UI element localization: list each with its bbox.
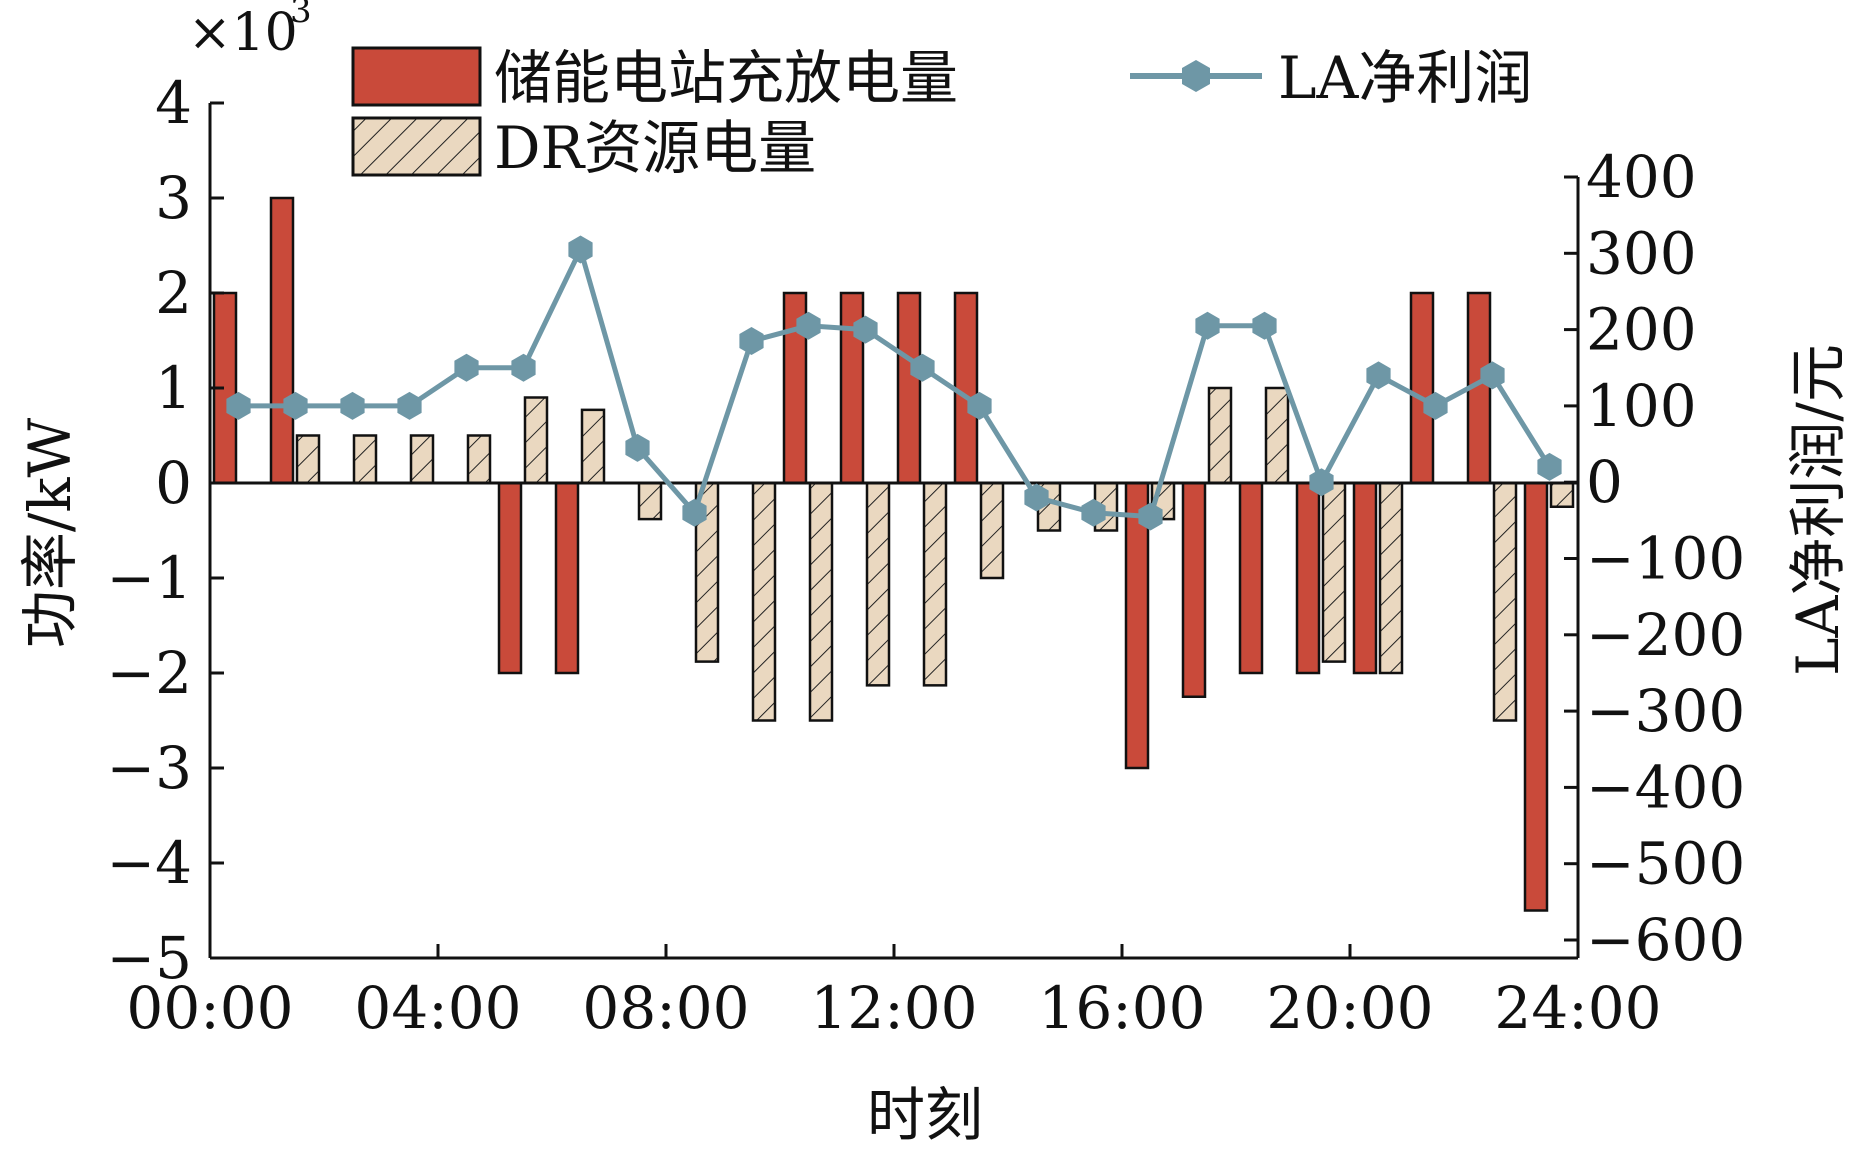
profit-point <box>1480 361 1505 390</box>
y-left-tick-label: −1 <box>107 544 193 612</box>
y-right-tick-label: −300 <box>1586 677 1745 745</box>
storage-bar <box>1238 481 1264 675</box>
legend: 储能电站充放电量 LA净利润 DR资源电量 <box>351 44 1532 182</box>
profit-point <box>1024 483 1049 512</box>
y-right-tick-label: −400 <box>1586 753 1745 821</box>
storage-bar <box>1181 481 1207 698</box>
dr-bar <box>922 481 948 687</box>
y-left-tick-label: −4 <box>107 829 193 897</box>
profit-point <box>1252 311 1277 340</box>
storage-bar <box>896 291 922 485</box>
dr-bar <box>523 396 549 485</box>
dr-bar <box>580 408 606 485</box>
dr-bar <box>295 434 321 485</box>
profit-point <box>1195 311 1220 340</box>
profit-point <box>397 391 422 420</box>
axes-layer: 4 3 2 1 0 −1 −2 −3 −4 −5 400 300 200 100 0 −100 −200 −300… <box>107 69 1746 1042</box>
profit-point <box>967 391 992 420</box>
profit-point <box>1309 468 1334 497</box>
y-left-tick-label: −3 <box>107 734 193 802</box>
dr-bar <box>352 434 378 485</box>
profit-point <box>1423 391 1448 420</box>
x-axis-title: 时刻 <box>867 1081 983 1149</box>
profit-point <box>910 353 935 382</box>
y-axis-right-title: LA净利润/元 <box>1784 344 1850 676</box>
bars-layer <box>212 196 1575 912</box>
y-right-tick-label: 100 <box>1586 372 1697 440</box>
profit-point <box>682 498 707 527</box>
legend-swatch-dr <box>351 116 482 177</box>
x-tick-label: 00:00 <box>126 974 293 1042</box>
y-left-tick-label: 0 <box>155 449 192 517</box>
y-axis-left-title: 功率/kW <box>16 417 84 648</box>
profit-point <box>853 315 878 344</box>
profit-point <box>283 391 308 420</box>
x-tick-label: 04:00 <box>354 974 521 1042</box>
profit-point <box>1081 498 1106 527</box>
profit-point <box>226 391 251 420</box>
profit-point <box>796 311 821 340</box>
profit-point <box>625 433 650 462</box>
legend-swatch-storage <box>351 46 482 107</box>
x-tick-label: 12:00 <box>810 974 977 1042</box>
storage-bar <box>1352 481 1378 675</box>
x-tick-label: 16:00 <box>1038 974 1205 1042</box>
y-left-tick-label: 4 <box>155 69 192 137</box>
dr-bar <box>466 434 492 485</box>
legend-label-profit: LA净利润 <box>1278 44 1532 112</box>
legend-marker-profit <box>1182 60 1210 92</box>
profit-point <box>1366 361 1391 390</box>
dr-bar <box>1264 386 1290 485</box>
dr-bar <box>979 481 1005 580</box>
y-right-tick-label: 400 <box>1586 143 1697 211</box>
storage-bar <box>1295 481 1321 675</box>
dr-bar <box>751 481 777 722</box>
profit-point <box>454 353 479 382</box>
dr-bar <box>1492 481 1518 722</box>
dr-bar <box>808 481 834 722</box>
storage-bar <box>497 481 523 675</box>
profit-point <box>340 391 365 420</box>
y-left-tick-label: −5 <box>107 924 193 992</box>
dr-bar <box>1378 481 1404 675</box>
legend-label-storage: 储能电站充放电量 <box>494 44 958 112</box>
y-right-tick-label: 0 <box>1586 448 1623 516</box>
dr-bar <box>1207 386 1233 485</box>
profit-line-layer <box>226 235 1562 531</box>
dr-bar <box>865 481 891 687</box>
y-right-tick-label: 300 <box>1586 219 1697 287</box>
scale-exponent: 3 <box>290 0 312 31</box>
x-tick-label: 20:00 <box>1266 974 1433 1042</box>
y-left-tick-label: −2 <box>107 639 193 707</box>
dr-bar <box>1549 481 1575 508</box>
legend-label-dr: DR资源电量 <box>494 114 816 182</box>
storage-bar <box>554 481 580 675</box>
y-right-tick-label: −600 <box>1586 906 1745 974</box>
dr-bar <box>1321 481 1347 663</box>
scale-label: ×10 <box>188 3 298 63</box>
profit-point <box>568 235 593 264</box>
dr-bar <box>409 434 435 485</box>
y-left-tick-label: 2 <box>155 259 192 327</box>
storage-bar <box>953 291 979 485</box>
profit-point <box>1537 452 1562 481</box>
storage-bar <box>269 196 295 485</box>
y-right-tick-label: −500 <box>1586 830 1745 898</box>
profit-point <box>1138 502 1163 531</box>
x-tick-label: 24:00 <box>1494 974 1661 1042</box>
profit-point <box>511 353 536 382</box>
y-right-tick-label: −100 <box>1586 525 1745 593</box>
profit-line <box>238 242 1552 520</box>
y-left-tick-label: 3 <box>155 164 192 232</box>
storage-bar <box>1523 481 1549 912</box>
storage-bar <box>1409 291 1435 485</box>
profit-point <box>739 327 764 355</box>
dr-bar <box>637 481 663 521</box>
x-tick-label: 08:00 <box>582 974 749 1042</box>
y-right-tick-label: 200 <box>1586 296 1697 364</box>
y-left-tick-label: 1 <box>155 354 192 422</box>
y-right-tick-label: −200 <box>1586 601 1745 669</box>
